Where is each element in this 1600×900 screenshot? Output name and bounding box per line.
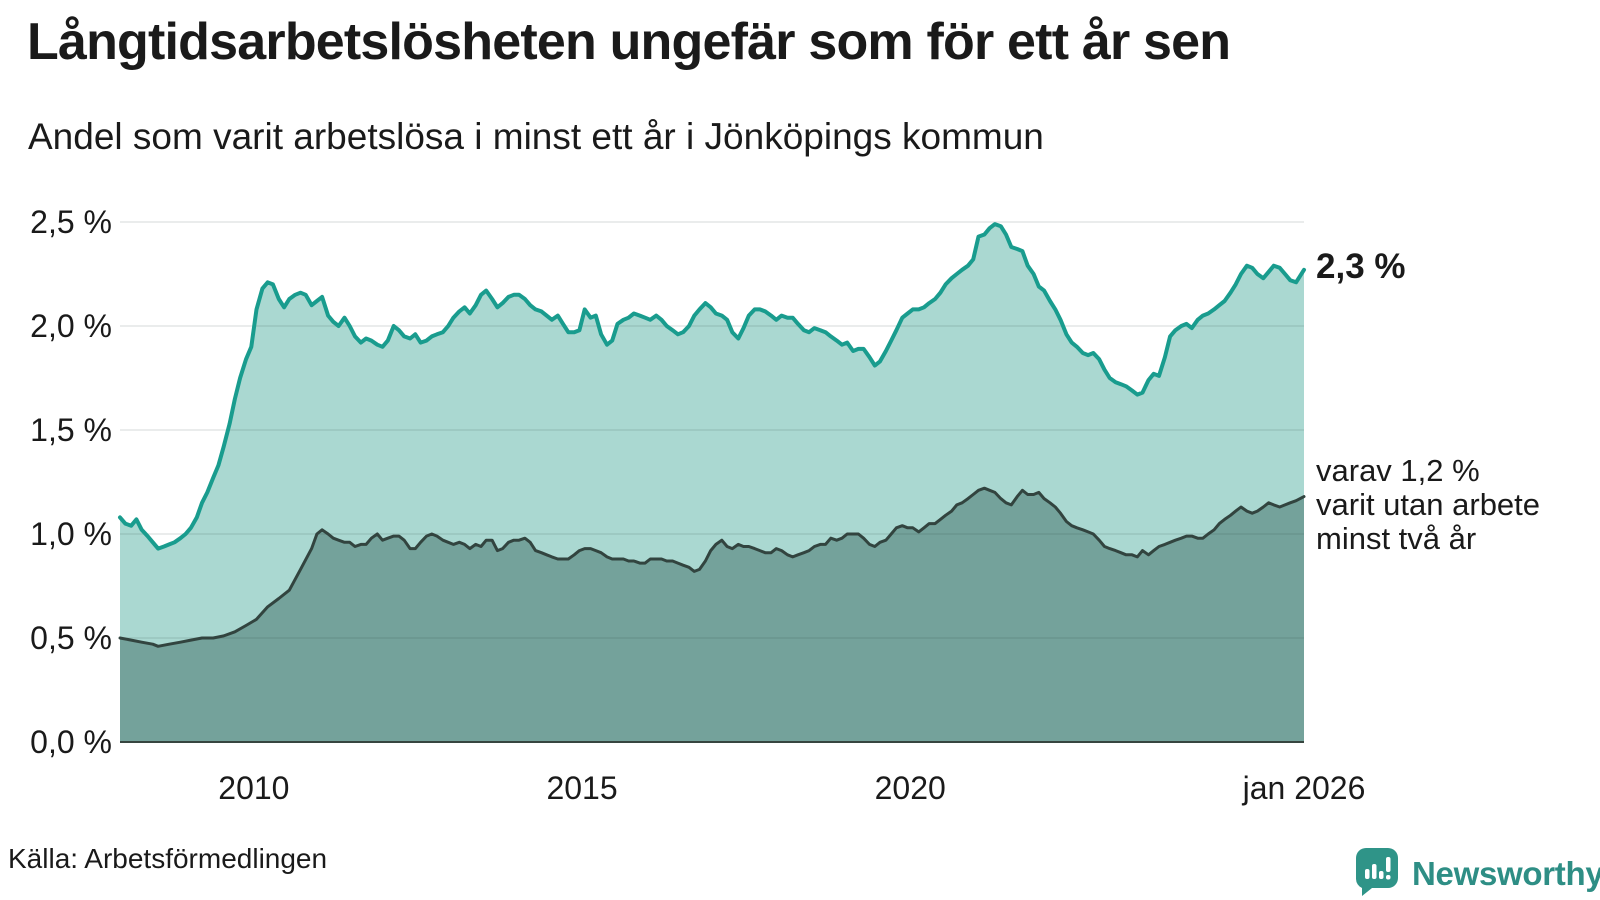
page-subtitle: Andel som varit arbetslösa i minst ett å…	[28, 116, 1044, 157]
y-tick-label: 0,0 %	[30, 724, 112, 760]
x-tick-label: 2020	[874, 770, 946, 806]
x-tick-label: 2010	[218, 770, 290, 806]
subset-annotation-line: varav 1,2 %	[1316, 453, 1480, 488]
y-tick-label: 1,5 %	[30, 412, 112, 448]
x-tick-label: 2015	[546, 770, 618, 806]
subset-annotation: varav 1,2 % varit utan arbete minst två …	[1316, 454, 1540, 556]
y-tick-label: 0,5 %	[30, 620, 112, 656]
y-tick-label: 2,0 %	[30, 308, 112, 344]
page-title: Långtidsarbetslösheten ungefär som för e…	[27, 13, 1231, 71]
total-series-line	[118, 222, 1306, 551]
y-tick-label: 2,5 %	[30, 204, 112, 240]
two-years-series-line	[118, 486, 1306, 648]
x-tick-label: jan 2026	[1242, 770, 1366, 806]
newsworthy-brand-text: Newsworthy	[1412, 855, 1600, 892]
two-years-series-area	[120, 488, 1304, 742]
newsworthy-logo-icon	[1356, 848, 1398, 896]
source-note: Källa: Arbetsförmedlingen	[8, 843, 328, 874]
y-tick-label: 1,0 %	[30, 516, 112, 552]
subset-annotation-line: minst två år	[1316, 521, 1477, 556]
subset-annotation-line: varit utan arbete	[1316, 487, 1541, 522]
latest-total-value-label: 2,3 %	[1316, 247, 1406, 286]
